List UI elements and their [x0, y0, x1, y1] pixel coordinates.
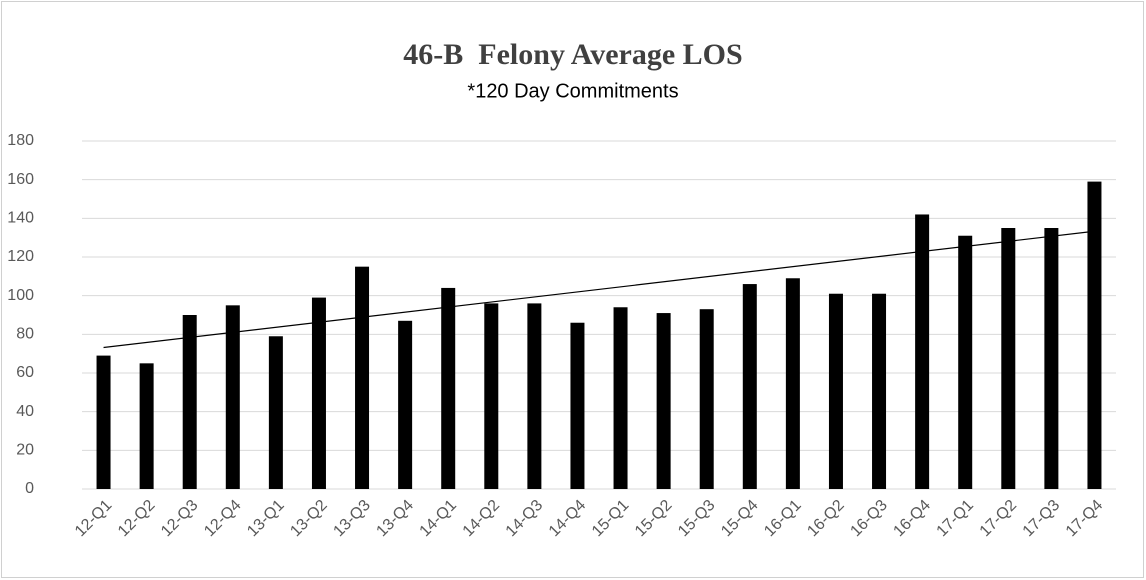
bar [613, 307, 628, 489]
bar [1087, 181, 1102, 489]
trend-line [103, 230, 1095, 349]
bar [828, 293, 843, 489]
bar [268, 336, 283, 489]
bar [570, 322, 585, 489]
bar [139, 363, 154, 489]
bar [1044, 228, 1059, 489]
bar [484, 303, 499, 489]
bar [355, 266, 370, 489]
bar [958, 235, 973, 489]
y-tick-label: 120 [7, 248, 34, 265]
bar [656, 313, 671, 489]
bar [1001, 228, 1016, 489]
bar [915, 214, 930, 489]
bar [225, 305, 240, 489]
bar [785, 278, 800, 489]
y-tick-label: 180 [7, 132, 34, 149]
bar [872, 293, 887, 489]
bar [441, 287, 456, 489]
bar [699, 309, 714, 489]
bar [527, 303, 542, 489]
y-tick-label: 60 [16, 364, 34, 381]
chart-title: 46-B Felony Average LOS [403, 38, 742, 71]
y-tick-label: 0 [25, 480, 34, 497]
bar [182, 315, 197, 489]
y-tick-label: 160 [7, 171, 34, 188]
bar [311, 297, 326, 489]
bar [742, 284, 757, 489]
y-tick-label: 80 [16, 326, 34, 343]
bar [96, 355, 111, 489]
chart-subtitle: *120 Day Commitments [467, 80, 678, 102]
y-tick-label: 140 [7, 210, 34, 227]
bar [398, 320, 413, 489]
y-tick-label: 100 [7, 287, 34, 304]
y-tick-label: 40 [16, 403, 34, 420]
y-tick-label: 20 [16, 442, 34, 459]
